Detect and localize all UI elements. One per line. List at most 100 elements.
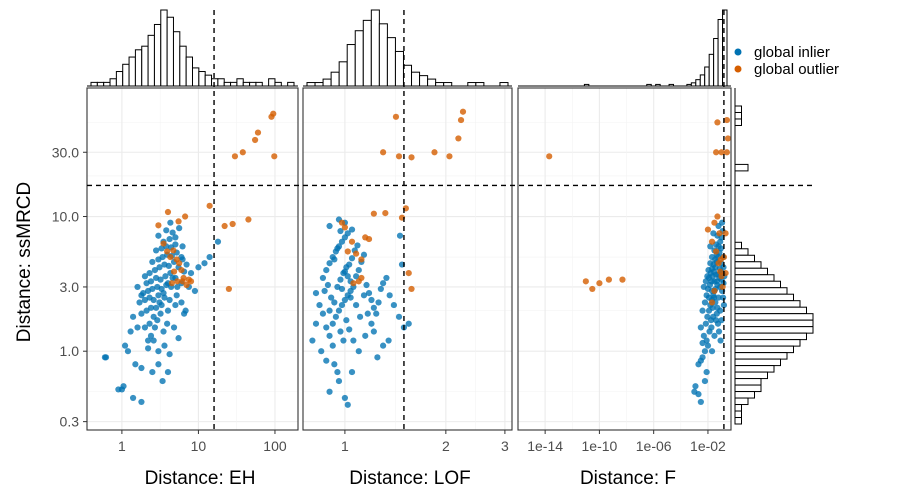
point-global-inlier — [697, 324, 704, 331]
hist-top-bar — [255, 81, 263, 87]
point-global-inlier — [191, 287, 199, 295]
hist-right-bar — [734, 371, 768, 380]
point-global-inlier — [380, 342, 387, 349]
point-global-inlier — [335, 307, 343, 314]
hist-top-bar — [394, 50, 404, 87]
point-global-inlier — [172, 241, 179, 248]
hist-right-bar — [734, 397, 749, 406]
point-global-inlier — [132, 361, 139, 368]
point-global-outlier — [365, 235, 373, 243]
legend-outlier-label: global outlier — [754, 61, 839, 78]
hist-right-bar — [734, 345, 794, 354]
hist-right-bar — [734, 417, 742, 425]
point-global-inlier — [337, 276, 344, 283]
point-global-inlier — [141, 273, 149, 280]
hist-top-bar — [668, 83, 675, 87]
hist-top-bar — [695, 79, 701, 87]
point-global-inlier — [347, 294, 354, 301]
point-global-inlier — [146, 270, 153, 277]
cutoff-lines — [87, 10, 813, 430]
point-global-inlier — [374, 354, 381, 361]
hist-top-bar — [306, 82, 316, 87]
point-global-outlier — [704, 226, 712, 233]
point-global-inlier — [134, 324, 141, 331]
point-global-inlier — [319, 310, 327, 317]
point-global-inlier — [149, 285, 156, 293]
point-global-outlier — [229, 220, 236, 228]
point-global-inlier — [355, 348, 362, 355]
hist-right-bar — [734, 111, 742, 120]
point-global-inlier — [158, 245, 165, 252]
point-global-outlier — [714, 213, 721, 220]
point-global-inlier — [175, 335, 182, 342]
point-global-inlier — [120, 383, 127, 390]
hist-right-bar — [734, 241, 742, 250]
point-global-inlier — [341, 394, 348, 402]
hist-top-bar — [690, 82, 697, 87]
point-global-inlier — [338, 301, 346, 309]
point-global-inlier — [162, 273, 169, 280]
point-global-inlier — [324, 281, 332, 289]
point-global-outlier — [271, 153, 278, 160]
point-global-inlier — [167, 219, 174, 226]
point-global-inlier — [702, 278, 709, 285]
point-global-inlier — [179, 243, 186, 250]
hist-top-bar — [274, 81, 282, 87]
point-global-inlier — [161, 342, 168, 349]
y-tick-label: 10.0 — [52, 209, 79, 225]
point-global-inlier — [138, 364, 145, 372]
point-global-outlier — [711, 287, 718, 295]
point-global-inlier — [164, 320, 171, 327]
point-global-inlier — [348, 255, 356, 262]
point-global-inlier — [704, 273, 711, 280]
hist-top-bar — [90, 81, 98, 87]
hist-top-bar — [699, 74, 706, 87]
point-global-outlier — [182, 213, 189, 220]
hist-top-bar — [443, 82, 453, 87]
point-global-outlier — [370, 210, 377, 217]
point-global-inlier — [709, 304, 716, 311]
point-global-inlier — [170, 324, 178, 331]
hist-top-bar — [96, 81, 105, 87]
point-global-outlier — [221, 222, 228, 230]
point-global-inlier — [710, 230, 717, 237]
point-global-outlier — [164, 208, 172, 216]
point-global-inlier — [166, 296, 173, 304]
point-global-inlier — [711, 278, 718, 285]
point-global-outlier — [605, 276, 612, 283]
point-global-outlier — [341, 224, 348, 231]
point-global-outlier — [395, 153, 403, 160]
hist-right-bar — [734, 326, 814, 334]
point-global-outlier — [716, 230, 723, 237]
point-global-inlier — [143, 307, 150, 314]
x-axis-label-f: Distance: F — [580, 468, 676, 489]
point-global-outlier — [160, 240, 167, 247]
point-global-inlier — [350, 337, 357, 344]
point-global-inlier — [370, 304, 377, 311]
point-global-inlier — [138, 292, 145, 299]
point-global-inlier — [702, 320, 709, 327]
point-global-inlier — [169, 229, 176, 236]
point-global-inlier — [127, 328, 134, 335]
point-global-inlier — [183, 261, 190, 268]
point-global-outlier — [270, 110, 277, 117]
point-global-outlier — [358, 274, 365, 282]
point-global-inlier — [181, 310, 188, 317]
point-global-inlier — [129, 313, 137, 320]
point-global-inlier — [214, 238, 222, 245]
point-global-outlier — [348, 238, 356, 245]
point-global-inlier — [390, 301, 397, 309]
point-global-inlier — [717, 337, 724, 344]
point-global-inlier — [178, 299, 185, 306]
y-axis-label: Distance: ssMRCD — [14, 182, 35, 342]
hist-right-bar — [734, 118, 742, 126]
hist-right-bar — [734, 404, 742, 412]
point-global-inlier — [154, 317, 161, 324]
point-global-inlier — [147, 278, 155, 285]
point-global-inlier — [692, 383, 699, 390]
legend-inlier-label: global inlier — [754, 44, 830, 61]
hist-top-bar — [435, 82, 445, 87]
panel-frame — [517, 87, 732, 431]
point-global-outlier — [546, 153, 553, 160]
point-global-outlier — [405, 270, 412, 277]
